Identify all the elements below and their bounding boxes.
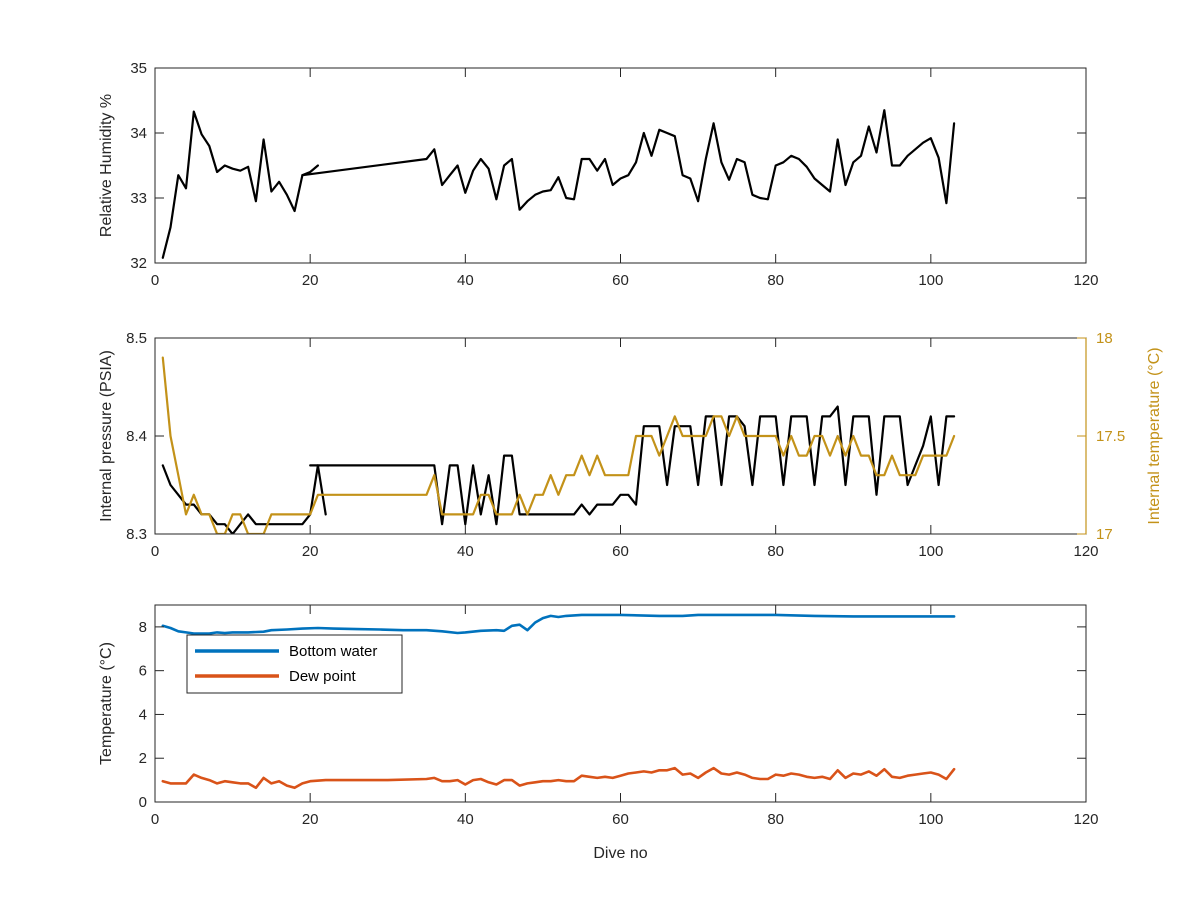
x-tick-label: 40	[457, 543, 474, 560]
y-tick-label: 8.3	[126, 526, 147, 543]
y-tick-label: 8.5	[126, 330, 147, 347]
series-group	[161, 109, 956, 259]
legend-label: Bottom water	[289, 643, 377, 660]
x-tick-label: 80	[767, 811, 784, 828]
x-tick-label: 0	[151, 811, 159, 828]
series-line-1-segment-2	[309, 405, 956, 526]
series-line-1-segment-1	[161, 613, 956, 635]
x-tick-label: 120	[1073, 811, 1098, 828]
legend-label: Dew point	[289, 668, 357, 685]
y-tick-label: 8	[139, 619, 147, 636]
chart-panel-2: 0 20 40 60 80 100 120 8.3 8.4 8.5 17 17.5 18 Internal…	[98, 330, 1163, 560]
x-tick-label: 0	[151, 543, 159, 560]
y-tick-label: 32	[130, 255, 147, 272]
y-tick-label: 8.4	[126, 428, 147, 445]
y-tick-label: 35	[130, 60, 147, 77]
y2-axis-label: Internal temperature (°C)	[1146, 347, 1163, 524]
y-tick-label: 0	[139, 794, 147, 811]
x-tick-label: 100	[918, 272, 943, 289]
y2-tick-label: 17	[1096, 526, 1113, 543]
legend-box	[186, 634, 403, 694]
y-tick-label: 34	[130, 125, 147, 142]
series-group	[161, 613, 956, 790]
series-line-2-segment-1	[161, 356, 956, 534]
series-line-2-segment-1	[161, 766, 956, 790]
y-axis-label: Internal pressure (PSIA)	[98, 350, 115, 522]
x-tick-label: 60	[612, 543, 629, 560]
x-tick-label: 80	[767, 543, 784, 560]
y2-tick-label: 18	[1096, 330, 1113, 347]
x-tick-label: 100	[918, 543, 943, 560]
x-tick-label: 80	[767, 272, 784, 289]
x-tick-label: 20	[302, 543, 319, 560]
y-tick-label: 2	[139, 750, 147, 767]
chart-panel-1: 0 20 40 60 80 100 120 32 33 34 35 Relative Humidity…	[98, 60, 1099, 289]
x-tick-label: 120	[1073, 272, 1098, 289]
y-tick-label: 4	[139, 706, 147, 723]
x-axis-label: Dive no	[593, 845, 647, 862]
y2-tick-label: 17.5	[1096, 428, 1125, 445]
series-group	[161, 356, 956, 534]
y-axis-label: Relative Humidity %	[98, 94, 115, 237]
y-tick-label: 33	[130, 190, 147, 207]
x-tick-label: 0	[151, 272, 159, 289]
chart-panel-3: 0 20 40 60 80 100 120 0 2 4 6 8 Temperature (°C) Dive…	[98, 604, 1099, 862]
x-tick-label: 40	[457, 811, 474, 828]
series-line-1-segment-1	[161, 110, 319, 259]
x-tick-label: 40	[457, 272, 474, 289]
x-tick-label: 20	[302, 811, 319, 828]
x-tick-label: 20	[302, 272, 319, 289]
legend: Bottom water Dew point	[186, 634, 403, 694]
x-tick-label: 60	[612, 811, 629, 828]
series-line-1-segment-2	[301, 109, 956, 211]
x-tick-label: 120	[1073, 543, 1098, 560]
x-tick-label: 100	[918, 811, 943, 828]
y-tick-label: 6	[139, 663, 147, 680]
x-tick-label: 60	[612, 272, 629, 289]
y-axis-label: Temperature (°C)	[98, 642, 115, 765]
